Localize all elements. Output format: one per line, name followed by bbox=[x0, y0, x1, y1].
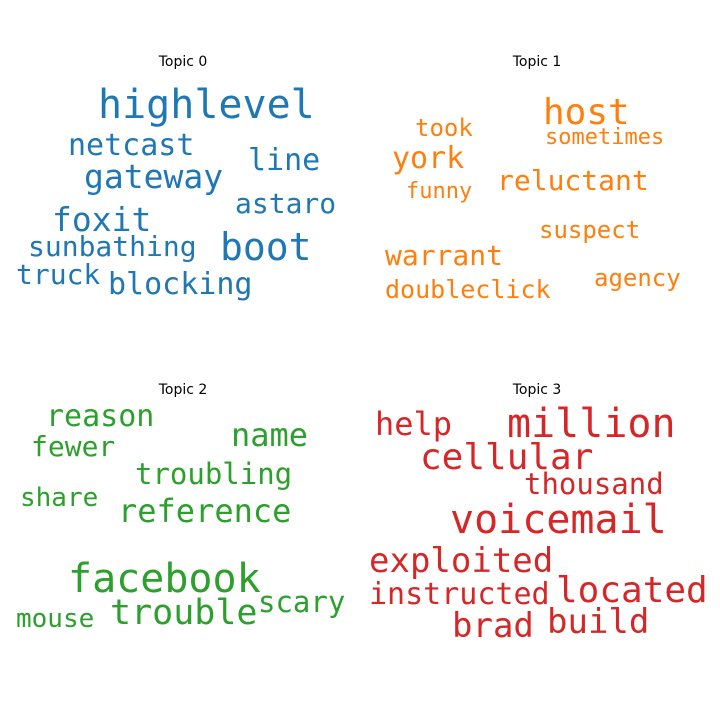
word-host: host bbox=[543, 92, 630, 133]
word-warrant: warrant bbox=[385, 239, 503, 272]
word-took: took bbox=[415, 114, 473, 142]
panel-topic-1: Topic 1 host york reluctant warrant doublecl… bbox=[385, 54, 681, 304]
word-sunbathing: sunbathing bbox=[28, 230, 197, 263]
panel-title: Topic 2 bbox=[158, 382, 208, 398]
word-highlevel: highlevel bbox=[98, 82, 315, 128]
word-located: located bbox=[556, 570, 708, 611]
word-reason: reason bbox=[46, 399, 154, 434]
word-agency: agency bbox=[594, 264, 681, 292]
word-mouse: mouse bbox=[16, 604, 94, 634]
word-build: build bbox=[547, 602, 649, 642]
word-help: help bbox=[375, 405, 452, 443]
word-funny: funny bbox=[406, 179, 472, 204]
word-fewer: fewer bbox=[31, 430, 115, 463]
word-troubling: troubling bbox=[135, 457, 292, 491]
word-truck: truck bbox=[16, 258, 100, 291]
word-boot: boot bbox=[220, 225, 312, 269]
panel-title: Topic 0 bbox=[158, 54, 208, 70]
word-instructed: instructed bbox=[369, 577, 550, 612]
word-reluctant: reluctant bbox=[497, 164, 649, 197]
panel-title: Topic 1 bbox=[512, 54, 562, 70]
word-share: share bbox=[20, 483, 98, 513]
word-foxit: foxit bbox=[52, 200, 151, 239]
word-brad: brad bbox=[452, 606, 534, 646]
word-facebook: facebook bbox=[68, 556, 261, 602]
panel-topic-3: Topic 3 million voicemail cellular locatede… bbox=[369, 382, 708, 646]
word-gateway: gateway bbox=[84, 157, 223, 196]
word-netcast: netcast bbox=[68, 128, 194, 163]
word-line: line bbox=[248, 143, 320, 178]
word-trouble: trouble bbox=[110, 593, 258, 633]
word-york: york bbox=[392, 141, 464, 176]
word-name: name bbox=[231, 416, 308, 454]
word-thousand: thousand bbox=[524, 467, 664, 501]
word-blocking: blocking bbox=[108, 267, 253, 302]
word-exploited: exploited bbox=[369, 541, 553, 581]
panel-title: Topic 3 bbox=[512, 382, 562, 398]
panel-topic-0: Topic 0 highlevel boot gateway foxit netcast… bbox=[16, 54, 336, 302]
word-scary: scary bbox=[258, 585, 345, 619]
word-reference: reference bbox=[118, 492, 291, 530]
word-sometimes: sometimes bbox=[545, 125, 664, 150]
word-astaro: astaro bbox=[235, 187, 336, 220]
word-suspect: suspect bbox=[539, 216, 640, 244]
word-doubleclick: doubleclick bbox=[385, 275, 551, 304]
word-voicemail: voicemail bbox=[450, 497, 667, 543]
word-cellular: cellular bbox=[420, 437, 593, 478]
word-million: million bbox=[507, 401, 676, 447]
